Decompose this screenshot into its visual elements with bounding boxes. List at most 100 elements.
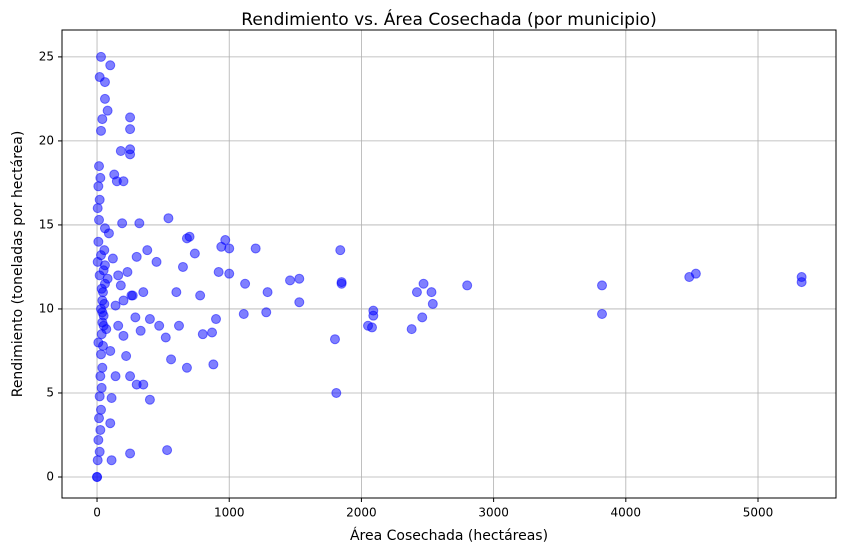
point <box>95 125 106 136</box>
point <box>250 243 261 254</box>
point <box>294 297 305 308</box>
point <box>99 77 110 88</box>
point <box>109 169 120 180</box>
point <box>134 218 145 229</box>
point <box>99 260 110 271</box>
point <box>411 287 422 298</box>
y-tick-label: 15 <box>39 217 54 231</box>
x-tick-label: 3000 <box>478 506 509 520</box>
point <box>94 194 105 205</box>
point <box>97 362 108 373</box>
point <box>113 270 124 281</box>
point <box>211 314 222 325</box>
point <box>96 283 107 294</box>
point <box>93 337 104 348</box>
point <box>113 320 124 331</box>
point <box>154 320 165 331</box>
x-tick-label: 2000 <box>346 506 377 520</box>
point <box>224 243 235 254</box>
point <box>94 391 105 402</box>
point <box>94 413 105 424</box>
x-tick-label: 0 <box>93 506 101 520</box>
point <box>93 236 104 247</box>
point <box>418 278 429 289</box>
point <box>426 287 437 298</box>
point <box>94 446 105 457</box>
point <box>93 435 104 446</box>
point <box>417 312 428 323</box>
point <box>189 248 200 259</box>
point <box>796 277 807 288</box>
point <box>95 250 106 261</box>
point <box>94 161 105 172</box>
point <box>331 387 342 398</box>
point <box>195 290 206 301</box>
point <box>97 114 108 125</box>
point <box>121 351 132 362</box>
point <box>95 404 106 415</box>
point <box>110 300 121 311</box>
point <box>110 371 121 382</box>
point <box>103 228 114 239</box>
point <box>131 379 142 390</box>
point <box>163 213 174 224</box>
point <box>107 253 118 264</box>
point <box>285 275 296 286</box>
plot-frame <box>61 29 837 499</box>
point <box>213 266 224 277</box>
point <box>208 359 219 370</box>
point <box>597 308 608 319</box>
point <box>106 393 117 404</box>
point <box>92 471 103 482</box>
chart-title: Rendimiento vs. Área Cosechada (por muni… <box>241 8 656 30</box>
point <box>125 371 136 382</box>
point <box>135 325 146 336</box>
point <box>262 287 273 298</box>
point <box>171 287 182 298</box>
point <box>427 298 438 309</box>
y-tick-label: 20 <box>39 133 54 147</box>
point <box>130 312 141 323</box>
point <box>177 261 188 272</box>
point <box>240 278 251 289</box>
point <box>166 354 177 365</box>
point <box>95 371 106 382</box>
point <box>162 445 173 456</box>
point <box>93 181 104 192</box>
point <box>94 214 105 225</box>
y-tick-label: 10 <box>39 301 54 315</box>
x-axis-label: Área Cosechada (hectáreas) <box>350 527 548 544</box>
point <box>173 320 184 331</box>
point <box>294 273 305 284</box>
point <box>368 310 379 321</box>
point <box>97 295 108 306</box>
point <box>406 324 417 335</box>
point <box>684 272 695 283</box>
point <box>106 455 117 466</box>
point <box>95 172 106 183</box>
point <box>151 256 162 267</box>
x-tick-label: 4000 <box>611 506 642 520</box>
point <box>462 280 473 291</box>
y-tick-label: 0 <box>46 469 54 483</box>
point <box>92 455 103 466</box>
point <box>238 308 249 319</box>
point <box>95 349 106 360</box>
point <box>92 203 103 214</box>
point <box>336 277 347 288</box>
point <box>118 295 129 306</box>
point <box>125 112 136 123</box>
point <box>142 245 153 256</box>
point <box>335 245 346 256</box>
point <box>118 330 129 341</box>
point <box>117 218 128 229</box>
point <box>96 382 107 393</box>
point <box>160 332 171 343</box>
point <box>102 105 113 116</box>
point <box>125 124 136 135</box>
point <box>105 418 116 429</box>
point <box>131 251 142 262</box>
point <box>115 280 126 291</box>
point <box>102 273 113 284</box>
